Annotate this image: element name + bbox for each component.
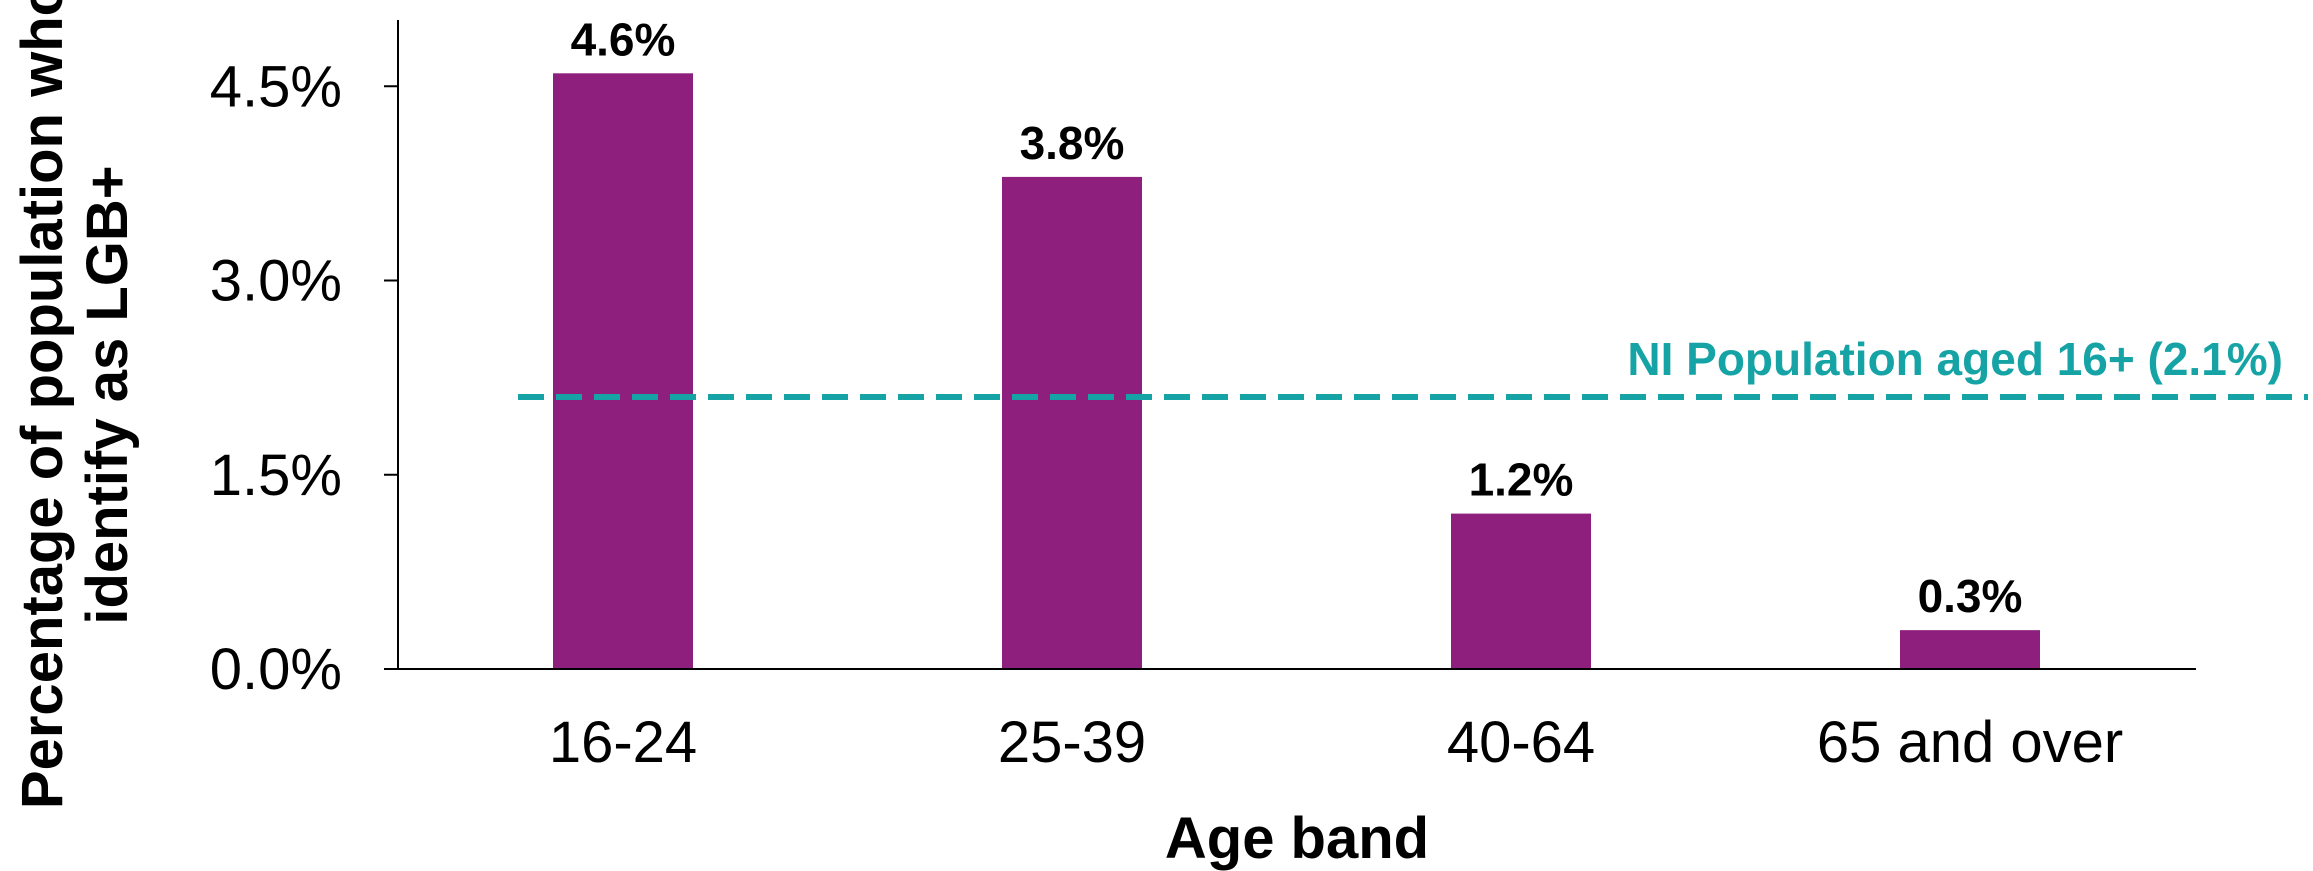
data-labels: 4.6% 3.8% 1.2% 0.3% — [571, 13, 2023, 622]
y-tick-label: 0.0% — [210, 637, 342, 702]
y-axis-title-line-2: identify as LGB+ — [75, 165, 140, 624]
x-axis-title: Age band — [1165, 806, 1429, 871]
reference-line-label: NI Population aged 16+ (2.1%) — [1627, 333, 2283, 385]
bar — [553, 73, 693, 670]
data-label: 1.2% — [1469, 454, 1574, 506]
reference-line-group: NI Population aged 16+ (2.1%) — [518, 333, 2308, 401]
y-axis-title: Percentage of population who identify as… — [10, 0, 140, 809]
bar — [1900, 630, 2040, 669]
x-category-label: 65 and over — [1817, 710, 2123, 775]
bar — [1002, 176, 1142, 669]
data-label: 4.6% — [571, 13, 676, 65]
x-category-label: 16-24 — [549, 710, 697, 775]
y-tick-label: 1.5% — [210, 443, 342, 508]
axes — [397, 20, 2196, 670]
x-category-label: 25-39 — [998, 710, 1146, 775]
y-axis-ticks: 0.0% 1.5% 3.0% 4.5% — [210, 54, 398, 702]
y-tick-label: 3.0% — [210, 249, 342, 314]
bar — [1451, 513, 1591, 669]
data-label: 3.8% — [1020, 117, 1125, 169]
x-axis-categories: 16-24 25-39 40-64 65 and over — [549, 710, 2123, 775]
data-label: 0.3% — [1918, 570, 2023, 622]
bars — [553, 73, 2040, 670]
y-axis-title-line-1: Percentage of population who — [10, 0, 75, 809]
y-tick-label: 4.5% — [210, 54, 342, 119]
x-category-label: 40-64 — [1447, 710, 1595, 775]
